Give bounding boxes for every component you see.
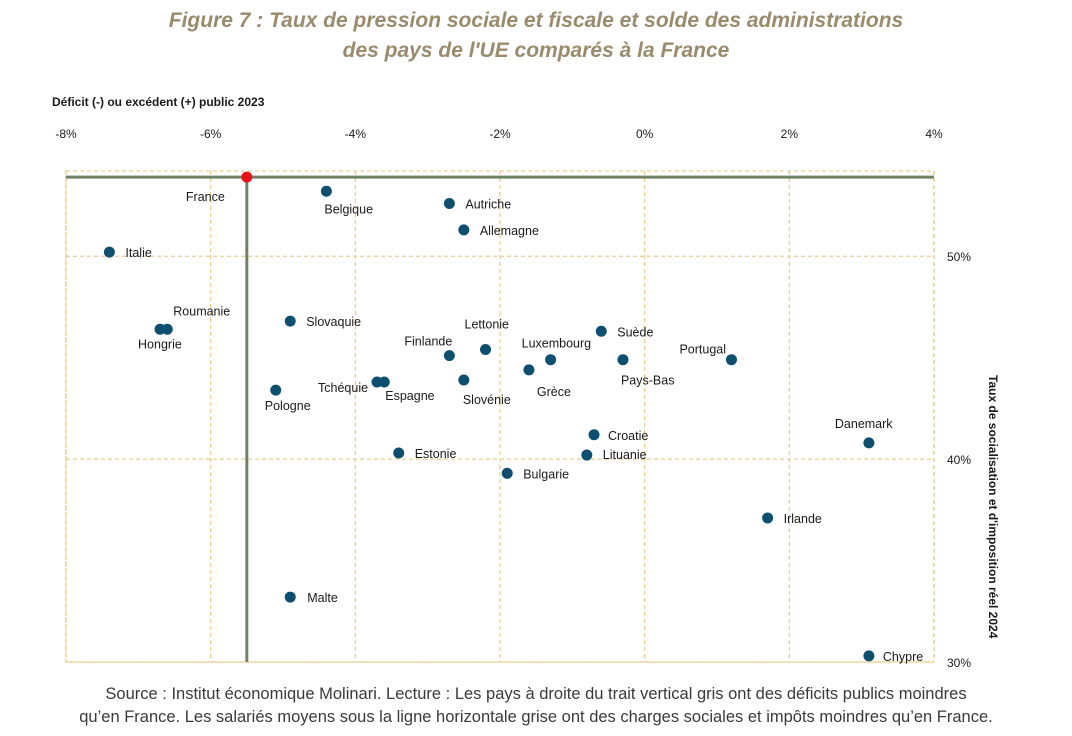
point-label-suede: Suède	[617, 325, 653, 339]
data-points	[103, 171, 875, 662]
point-autriche	[443, 197, 455, 209]
grid	[65, 170, 935, 663]
point-irlande	[762, 512, 774, 524]
y-axis-label: Taux de socialisation et d'imposition ré…	[986, 375, 1000, 639]
point-label-luxembourg: Luxembourg	[522, 337, 592, 351]
point-malte	[284, 591, 296, 603]
x-axis-label: Déficit (-) ou excédent (+) public 2023	[52, 95, 265, 109]
point-pays-bas	[617, 354, 629, 366]
point-label-slovenie: Slovénie	[463, 393, 511, 407]
figure-title-line-1: Figure 7 : Taux de pression sociale et f…	[168, 9, 904, 32]
point-label-belgique: Belgique	[324, 202, 373, 216]
point-label-bulgarie: Bulgarie	[523, 467, 569, 481]
point-label-chypre: Chypre	[883, 650, 923, 664]
point-label-portugal: Portugal	[679, 343, 726, 357]
point-chypre	[863, 650, 875, 662]
figure-title: Figure 7 : Taux de pression sociale et f…	[0, 6, 1072, 66]
point-label-roumanie: Roumanie	[173, 304, 230, 318]
point-label-allemagne: Allemagne	[480, 224, 539, 238]
source-note: Source : Institut économique Molinari. L…	[0, 683, 1072, 729]
point-bulgarie	[501, 467, 513, 479]
point-labels: France Belgique Autriche Allemagne Italie Rou…	[125, 190, 923, 664]
point-label-grece: Grèce	[537, 385, 571, 399]
y-tick-label: 40%	[947, 453, 971, 467]
point-label-irlande: Irlande	[784, 512, 822, 526]
source-line-2: qu’en France. Les salariés moyens sous l…	[79, 708, 993, 726]
point-label-france: France	[186, 190, 225, 204]
x-tick-label: -2%	[489, 127, 511, 141]
y-tick-label: 50%	[947, 250, 971, 264]
point-label-autriche: Autriche	[465, 197, 511, 211]
point-label-pays-bas: Pays-Bas	[621, 374, 675, 388]
point-label-italie: Italie	[125, 246, 151, 260]
point-grece	[523, 364, 535, 376]
point-label-lituanie: Lituanie	[603, 448, 647, 462]
x-tick-label: -4%	[345, 127, 367, 141]
point-finlande	[443, 350, 455, 362]
reference-lines	[66, 175, 934, 662]
point-lituanie	[581, 449, 593, 461]
point-espagne	[378, 376, 390, 388]
axis-ticks: -8% -6% -4% -2% 0% 2% 4% 30% 40% 50%	[55, 127, 971, 670]
x-tick-label: 0%	[636, 127, 654, 141]
point-label-finlande: Finlande	[404, 335, 452, 349]
point-label-estonie: Estonie	[415, 447, 457, 461]
point-estonie	[393, 447, 405, 459]
x-tick-label: -8%	[55, 127, 77, 141]
point-slovenie	[458, 374, 470, 386]
point-label-danemark: Danemark	[835, 417, 893, 431]
point-label-espagne: Espagne	[385, 389, 434, 403]
point-lettonie	[480, 344, 492, 356]
point-label-lettonie: Lettonie	[465, 318, 510, 332]
source-line-1: Source : Institut économique Molinari. L…	[105, 685, 967, 703]
point-label-slovaquie: Slovaquie	[306, 315, 361, 329]
point-allemagne	[458, 224, 470, 236]
x-tick-label: -6%	[200, 127, 222, 141]
point-pologne	[270, 384, 282, 396]
x-tick-label: 4%	[925, 127, 943, 141]
point-label-pologne: Pologne	[265, 399, 311, 413]
scatter-chart: -8% -6% -4% -2% 0% 2% 4% 30% 40% 50% Déficit (-) …	[52, 95, 1000, 670]
point-label-hongrie: Hongrie	[138, 337, 182, 351]
point-italie	[103, 246, 115, 258]
y-tick-label: 30%	[947, 656, 971, 670]
point-slovaquie	[284, 315, 296, 327]
point-label-tchequie: Tchéquie	[318, 381, 368, 395]
point-portugal	[725, 354, 737, 366]
point-hongrie	[154, 323, 166, 335]
point-belgique	[320, 185, 332, 197]
point-france	[241, 171, 253, 183]
point-luxembourg	[545, 354, 557, 366]
point-danemark	[863, 437, 875, 449]
point-suede	[595, 325, 607, 337]
figure-title-line-2: des pays de l'UE comparés à la France	[342, 39, 730, 62]
point-croatie	[588, 429, 600, 441]
x-tick-label: 2%	[781, 127, 799, 141]
point-label-croatie: Croatie	[608, 429, 648, 443]
point-label-malte: Malte	[307, 591, 338, 605]
